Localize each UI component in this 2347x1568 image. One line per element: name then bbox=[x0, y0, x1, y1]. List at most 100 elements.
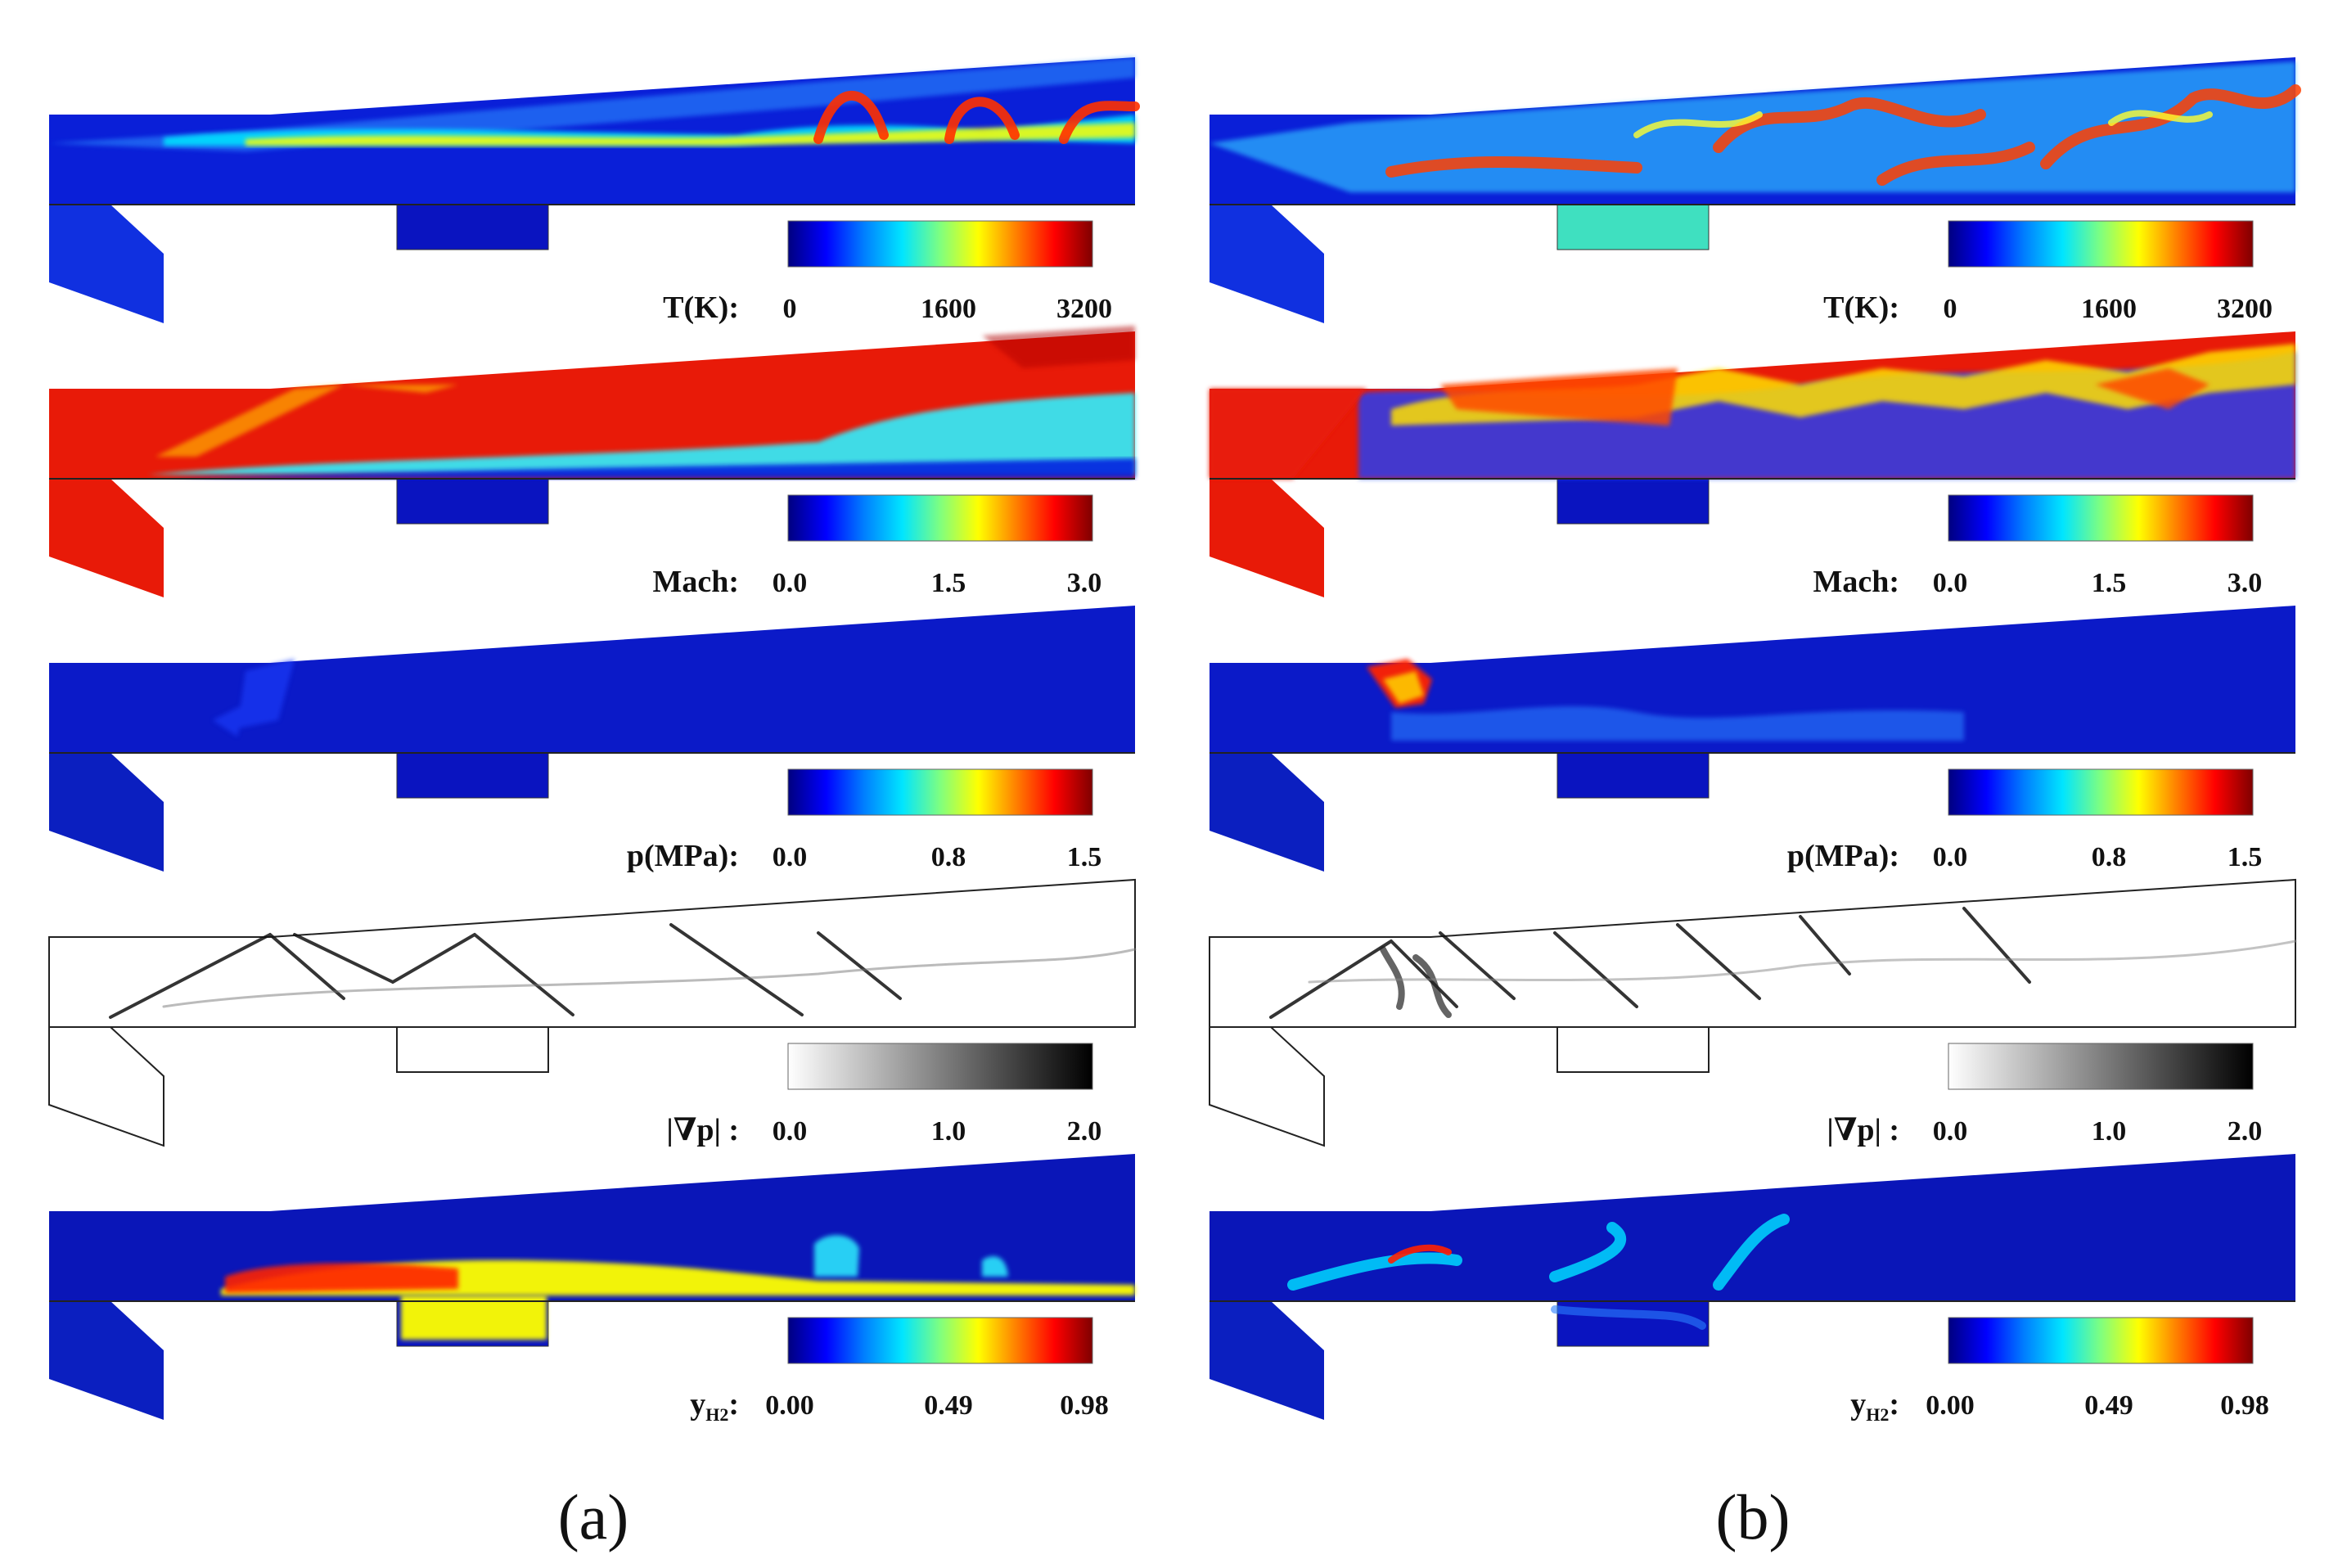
temperature-flow-structure bbox=[1385, 84, 2301, 186]
pressure-gradient-flow-structure bbox=[1308, 939, 2297, 984]
pressure-tick-label: 1.5 bbox=[2228, 842, 2263, 872]
mach-tick-label: 3.0 bbox=[2228, 568, 2263, 598]
pressure-inlet-wedge bbox=[49, 753, 164, 872]
pressure-panel-b: p(MPa): 0.0 0.8 1.5 bbox=[1210, 606, 2295, 873]
hydrogen-fraction-flow-structure bbox=[1388, 1244, 1452, 1264]
temperature-inlet-wedge bbox=[1210, 205, 1324, 323]
hydrogen-fraction-tick-label: 0.00 bbox=[765, 1390, 814, 1421]
pressure-gradient-tick-label: 1.0 bbox=[931, 1116, 966, 1147]
pressure-duct bbox=[49, 606, 1135, 753]
hydrogen-fraction-flow-structure bbox=[1287, 1214, 1790, 1291]
mach-cavity bbox=[396, 478, 549, 525]
pressure-gradient-flow-structure bbox=[1380, 946, 1452, 1018]
hydrogen-fraction-panel-a: yH2: 0.00 0.49 0.98 bbox=[49, 1154, 1135, 1425]
mach-flow-structure bbox=[147, 393, 1135, 475]
temperature-colorbar bbox=[1948, 220, 2254, 268]
pressure-cavity bbox=[396, 752, 549, 799]
hydrogen-fraction-inlet-wedge bbox=[1210, 1301, 1324, 1420]
hydrogen-fraction-flow-structure bbox=[814, 1235, 1008, 1277]
pressure-panel-a: p(MPa): 0.0 0.8 1.5 bbox=[49, 606, 1135, 873]
hydrogen-fraction-colorbar-label: yH2: bbox=[1850, 1387, 1899, 1425]
hydrogen-fraction-flow-structure bbox=[1551, 1305, 1706, 1330]
pressure-colorbar bbox=[787, 768, 1093, 816]
temperature-flow-structure bbox=[49, 57, 1135, 151]
temperature-colorbar-label: T(K): bbox=[1823, 291, 1899, 325]
mach-tick-label: 1.5 bbox=[2092, 568, 2127, 598]
mach-flow-structure bbox=[1210, 389, 1367, 479]
temperature-tick-label: 1600 bbox=[921, 294, 976, 324]
pressure-tick-label: 0.8 bbox=[2092, 842, 2127, 872]
pressure-colorbar-label: p(MPa): bbox=[1787, 839, 1899, 873]
temperature-panel-b: T(K): 0 1600 3200 bbox=[1210, 57, 2301, 325]
hydrogen-fraction-duct bbox=[1210, 1154, 2295, 1301]
temperature-tick-label: 1600 bbox=[2081, 294, 2137, 324]
pressure-gradient-colorbar-label: |∇p| : bbox=[1827, 1113, 1899, 1147]
mach-flow-structure bbox=[1440, 368, 2210, 426]
temperature-colorbar bbox=[787, 220, 1093, 268]
hydrogen-fraction-colorbar-label: yH2: bbox=[690, 1387, 739, 1425]
mach-flow-structure bbox=[155, 385, 458, 457]
pressure-gradient-flow-structure bbox=[162, 948, 1137, 1008]
temperature-flow-structure bbox=[1633, 110, 2213, 138]
hydrogen-fraction-tick-label: 0.98 bbox=[1060, 1390, 1109, 1421]
pressure-gradient-tick-label: 0.0 bbox=[1933, 1116, 1968, 1147]
hydrogen-fraction-flow-structure bbox=[225, 1263, 458, 1293]
temperature-panel-a: T(K): 0 1600 3200 bbox=[49, 57, 1140, 325]
pressure-gradient-duct bbox=[1209, 878, 2296, 1028]
pressure-tick-label: 0.0 bbox=[1933, 842, 1968, 872]
hydrogen-fraction-tick-label: 0.49 bbox=[924, 1390, 973, 1421]
hydrogen-fraction-colorbar bbox=[787, 1317, 1093, 1364]
hydrogen-fraction-flow-structure bbox=[401, 1295, 547, 1340]
mach-flow-structure bbox=[982, 326, 1135, 368]
mach-tick-label: 0.0 bbox=[1933, 568, 1968, 598]
pressure-gradient-colorbar bbox=[1948, 1043, 2254, 1090]
temperature-cavity bbox=[1556, 204, 1710, 250]
hydrogen-fraction-tick-label: 0.98 bbox=[2220, 1390, 2269, 1421]
temperature-flow-structure bbox=[246, 123, 1135, 146]
pressure-gradient-tick-label: 2.0 bbox=[1067, 1116, 1102, 1147]
temperature-tick-label: 3200 bbox=[1056, 294, 1112, 324]
mach-inlet-wedge bbox=[49, 479, 164, 597]
pressure-colorbar-label: p(MPa): bbox=[627, 839, 739, 873]
pressure-cavity bbox=[1556, 752, 1710, 799]
pressure-gradient-tick-label: 2.0 bbox=[2228, 1116, 2263, 1147]
pressure-gradient-tick-label: 0.0 bbox=[773, 1116, 808, 1147]
pressure-colorbar bbox=[1948, 768, 2254, 816]
pressure-gradient-colorbar bbox=[787, 1043, 1093, 1090]
temperature-colorbar-label: T(K): bbox=[663, 291, 739, 325]
temperature-tick-label: 0 bbox=[783, 294, 797, 324]
pressure-gradient-tick-label: 1.0 bbox=[2092, 1116, 2127, 1147]
pressure-gradient-duct bbox=[48, 878, 1136, 1028]
pressure-inlet-wedge bbox=[1210, 753, 1324, 872]
panel-label-b: (b) bbox=[1716, 1481, 1791, 1552]
hydrogen-fraction-tick-label: 0.49 bbox=[2084, 1390, 2133, 1421]
hydrogen-fraction-inlet-wedge bbox=[49, 1301, 164, 1420]
mach-colorbar-label: Mach: bbox=[1813, 565, 1899, 599]
mach-tick-label: 0.0 bbox=[773, 568, 808, 598]
pressure-gradient-inlet-wedge bbox=[1209, 1026, 1325, 1147]
pressure-flow-structure bbox=[213, 659, 295, 737]
mach-cavity bbox=[1556, 478, 1710, 525]
mach-colorbar-label: Mach: bbox=[652, 565, 739, 599]
pressure-flow-structure bbox=[1391, 705, 1964, 741]
pressure-flow-structure bbox=[1383, 671, 1424, 704]
pressure-gradient-colorbar-label: |∇p| : bbox=[666, 1113, 739, 1147]
pressure-tick-label: 1.5 bbox=[1067, 842, 1102, 872]
mach-panel-a: Mach: 0.0 1.5 3.0 bbox=[49, 326, 1135, 599]
pressure-tick-label: 0.8 bbox=[931, 842, 966, 872]
mach-panel-b: Mach: 0.0 1.5 3.0 bbox=[1210, 331, 2295, 599]
pressure-gradient-flow-structure bbox=[1269, 907, 2031, 1019]
mach-colorbar bbox=[787, 494, 1093, 542]
mach-flow-structure bbox=[164, 458, 1135, 479]
mach-tick-label: 1.5 bbox=[931, 568, 966, 598]
pressure-gradient-flow-structure bbox=[109, 923, 902, 1019]
panel-label-a: (a) bbox=[558, 1481, 629, 1552]
mach-tick-label: 3.0 bbox=[1067, 568, 1102, 598]
temperature-tick-label: 0 bbox=[1944, 294, 1957, 324]
pressure-gradient-cavity bbox=[396, 1026, 549, 1073]
temperature-tick-label: 3200 bbox=[2217, 294, 2273, 324]
mach-colorbar bbox=[1948, 494, 2254, 542]
pressure-gradient-cavity bbox=[1556, 1026, 1710, 1073]
pressure-gradient-panel-b: |∇p| : 0.0 1.0 2.0 bbox=[1209, 878, 2297, 1147]
